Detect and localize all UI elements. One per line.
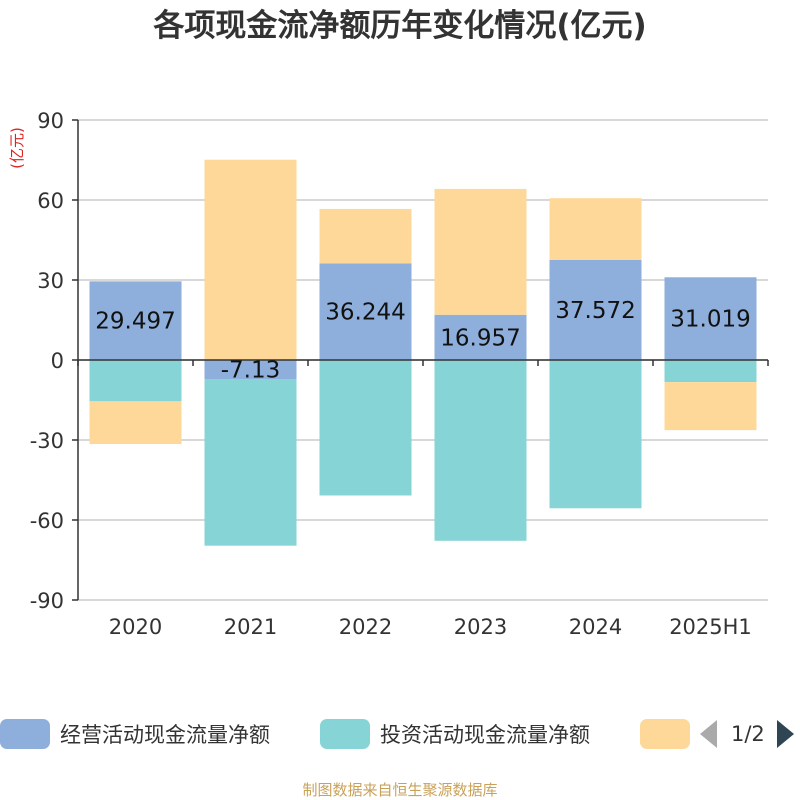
x-tick-label: 2021	[224, 615, 277, 639]
legend-swatch-financing	[640, 719, 690, 749]
legend-item-investing[interactable]: 投资活动现金流量净额	[320, 716, 590, 752]
bar-series-0-2020[interactable]	[89, 281, 182, 360]
y-tick-label: 30	[37, 269, 64, 293]
data-label-2021: -7.13	[221, 358, 281, 384]
y-tick-label: -90	[30, 589, 64, 613]
data-label-2020: 29.497	[95, 309, 175, 335]
y-tick-label: 0	[51, 349, 64, 373]
legend-label-operating: 经营活动现金流量净额	[60, 723, 270, 747]
bar-series-2-2022[interactable]	[319, 208, 412, 264]
x-tick-label: 2022	[339, 615, 392, 639]
y-axis-label: (亿元)	[8, 127, 26, 169]
bar-series-1-2024[interactable]	[549, 360, 642, 509]
data-labels: 29.497 -7.13 36.244 16.957 37.572 31.019	[95, 298, 750, 384]
chart: 90 60 30 0 -30 -60 -90 2020 2021 2022 2023 2024 2025…	[8, 109, 769, 639]
bar-series-1-2025H1[interactable]	[664, 360, 757, 383]
legend-item-financing[interactable]	[640, 716, 700, 752]
legend-item-operating[interactable]: 经营活动现金流量净额	[0, 716, 270, 752]
chart-title: 各项现金流净额历年变化情况(亿元)	[153, 8, 647, 44]
bar-series-1-2022[interactable]	[319, 360, 412, 496]
x-tick-label: 2024	[569, 615, 622, 639]
axes: 90 60 30 0 -30 -60 -90 2020 2021 2022 2023 2024 2025…	[30, 109, 769, 639]
y-tick-label: -60	[30, 509, 64, 533]
bar-series-0-2024[interactable]	[549, 259, 642, 360]
bar-series-0-2022[interactable]	[319, 263, 412, 360]
bar-series-1-2020[interactable]	[89, 360, 182, 402]
x-tick-label: 2020	[109, 615, 162, 639]
data-label-2025H1: 31.019	[670, 307, 750, 333]
x-tick-label: 2025H1	[669, 615, 752, 639]
data-label-2024: 37.572	[555, 298, 635, 324]
bar-series-2-2020[interactable]	[89, 401, 182, 444]
legend-swatch-operating	[0, 719, 50, 749]
bar-series-0-2025H1[interactable]	[664, 277, 757, 360]
source-note: 制图数据来自恒生聚源数据库	[302, 781, 498, 799]
bar-series-2-2021[interactable]	[204, 159, 297, 360]
bar-series-0-2021[interactable]	[204, 360, 297, 380]
bar-series-0-2023[interactable]	[434, 314, 527, 360]
pager-next-icon[interactable]	[776, 720, 794, 748]
legend-swatch-investing	[320, 719, 370, 749]
bars	[89, 159, 757, 546]
legend-pager: 1/2	[700, 716, 794, 752]
bar-series-1-2023[interactable]	[434, 360, 527, 541]
bar-series-2-2023[interactable]	[434, 188, 527, 315]
bar-series-1-2021[interactable]	[204, 379, 297, 546]
y-tick-label: 90	[37, 109, 64, 133]
y-tick-label: -30	[30, 429, 64, 453]
legend-label-investing: 投资活动现金流量净额	[380, 723, 590, 747]
bar-series-2-2025H1[interactable]	[664, 382, 757, 431]
y-tick-label: 60	[37, 189, 64, 213]
pager-text: 1/2	[731, 722, 765, 746]
bar-series-2-2024[interactable]	[549, 198, 642, 260]
data-label-2022: 36.244	[325, 300, 405, 326]
x-tick-label: 2023	[454, 615, 507, 639]
data-label-2023: 16.957	[440, 325, 520, 351]
pager-prev-icon[interactable]	[700, 720, 717, 748]
